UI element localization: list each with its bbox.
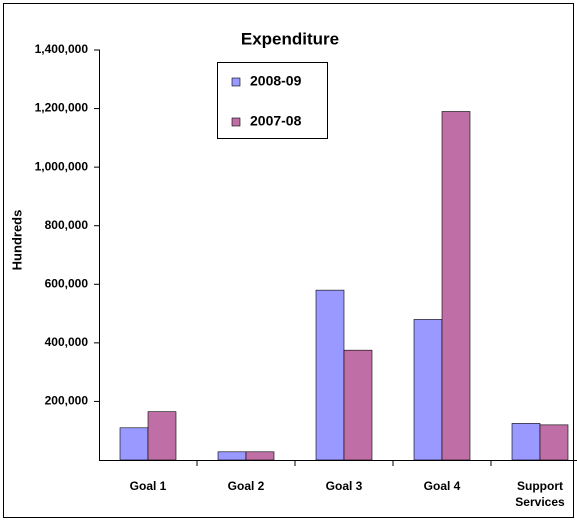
- legend-swatch: [231, 77, 241, 87]
- legend-label: 2008-09: [250, 73, 302, 89]
- chart-title: Expenditure: [241, 29, 339, 48]
- y-axis-label: Hundreds: [9, 210, 24, 271]
- x-tick-label: Goal 2: [228, 479, 265, 493]
- bar: [413, 319, 443, 461]
- legend-label: 2007-08: [250, 113, 302, 129]
- y-tick-label: 600,000: [45, 276, 89, 290]
- bar: [511, 423, 541, 461]
- bar: [119, 427, 149, 461]
- bar: [343, 349, 373, 461]
- bar: [441, 111, 471, 461]
- y-tick-label: 200,000: [45, 394, 89, 408]
- bar: [147, 411, 177, 461]
- bar: [245, 451, 275, 461]
- y-tick-label: 400,000: [45, 335, 89, 349]
- bar: [217, 451, 247, 461]
- x-tick-label: Goal 3: [326, 479, 363, 493]
- y-tick-label: 800,000: [45, 218, 89, 232]
- y-tick-label: 1,400,000: [35, 42, 89, 56]
- x-tick-label: Goal 4: [424, 479, 461, 493]
- bar: [315, 289, 345, 461]
- bar: [539, 424, 569, 461]
- x-tick-label: Goal 1: [130, 479, 167, 493]
- x-tick-label: Support Services: [515, 479, 565, 509]
- legend-swatch: [231, 117, 241, 127]
- y-tick-label: 1,200,000: [35, 101, 89, 115]
- y-tick-label: 1,000,000: [35, 159, 89, 173]
